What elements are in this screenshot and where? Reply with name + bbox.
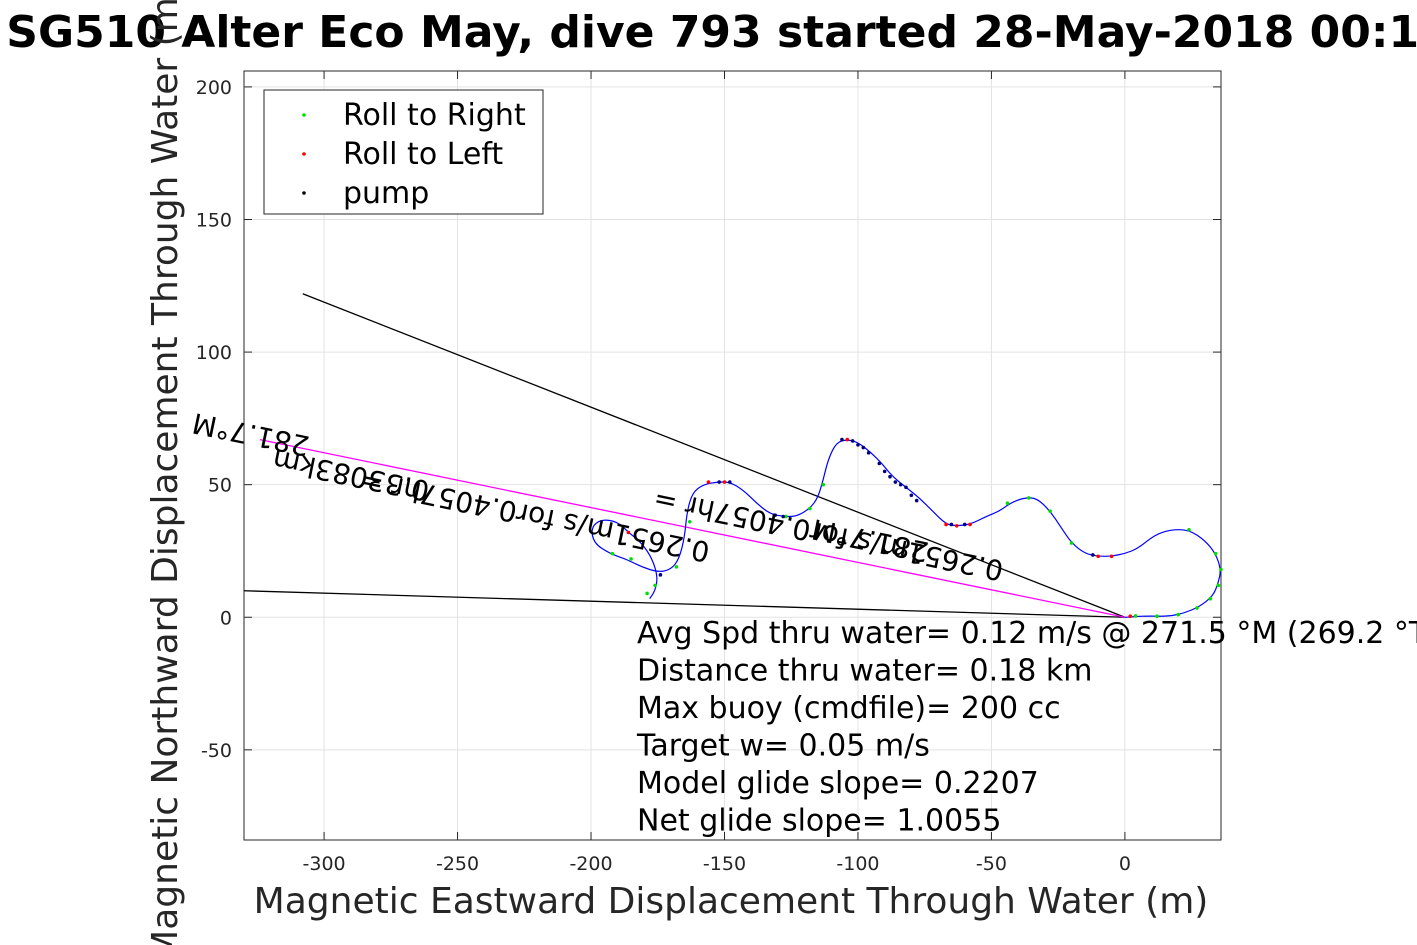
pump-marker bbox=[840, 437, 844, 442]
stats-annotation: Avg Spd thru water= 0.12 m/s @ 271.5 °M … bbox=[637, 616, 1417, 651]
roll-right-marker bbox=[687, 519, 692, 524]
roll-right-marker bbox=[645, 591, 649, 596]
pump-marker bbox=[949, 522, 954, 527]
pump-marker bbox=[861, 445, 866, 450]
pump-marker bbox=[962, 522, 967, 527]
roll-right-marker bbox=[1048, 509, 1052, 513]
roll-left-marker bbox=[968, 522, 972, 527]
pump-marker bbox=[888, 474, 892, 479]
roll-right-marker bbox=[1213, 551, 1218, 556]
roll-left-marker bbox=[954, 523, 959, 528]
roll-right-marker bbox=[1219, 567, 1223, 572]
legend-swatch bbox=[302, 191, 306, 195]
legend-box bbox=[263, 89, 544, 215]
stats-annotation: Net glide slope= 1.0055 bbox=[637, 804, 1001, 839]
roll-right-marker bbox=[1069, 541, 1074, 545]
guide-line bbox=[259, 438, 1126, 618]
roll-right-marker bbox=[1187, 527, 1191, 532]
pump-marker bbox=[728, 480, 732, 484]
roll-right-marker bbox=[1195, 606, 1199, 610]
y-tick-label: -50 bbox=[201, 740, 232, 762]
pump-marker bbox=[866, 451, 871, 455]
roll-left-marker bbox=[626, 530, 631, 535]
pump-marker bbox=[658, 573, 663, 577]
x-tick-label: -150 bbox=[703, 853, 746, 875]
roll-right-marker bbox=[1027, 496, 1031, 500]
roll-right-marker bbox=[808, 506, 812, 511]
x-tick-label: -250 bbox=[436, 853, 479, 875]
glider-track-path bbox=[591, 439, 1221, 618]
stats-annotation: Max buoy (cmdfile)= 200 cc bbox=[637, 691, 1061, 726]
guide-line bbox=[302, 293, 1126, 618]
pump-marker bbox=[893, 480, 898, 484]
roll-right-marker bbox=[1133, 614, 1138, 618]
roll-left-marker bbox=[944, 522, 948, 527]
legend-label: pump bbox=[343, 176, 429, 211]
roll-right-marker bbox=[610, 551, 615, 556]
pump-marker bbox=[773, 513, 778, 517]
roll-right-marker bbox=[1005, 501, 1010, 506]
x-tick-label: -200 bbox=[569, 853, 612, 875]
stats-annotation: Model glide slope= 0.2207 bbox=[637, 766, 1039, 801]
pump-marker bbox=[717, 480, 721, 484]
pump-marker bbox=[1091, 553, 1095, 557]
stats-annotation: Distance thru water= 0.18 km bbox=[637, 654, 1092, 689]
legend: Roll to Right Roll to Left pump bbox=[263, 89, 544, 215]
roll-right-marker bbox=[1155, 614, 1159, 618]
roll-left-marker bbox=[1096, 554, 1101, 559]
chart-title: SG510 Alter Eco May, dive 793 started 28… bbox=[6, 7, 1417, 58]
roll-left-marker bbox=[845, 437, 850, 442]
x-tick-label: -300 bbox=[303, 853, 346, 875]
y-tick-label: 100 bbox=[196, 342, 232, 364]
pump-marker bbox=[909, 493, 914, 498]
roll-right-marker bbox=[629, 557, 633, 561]
x-tick-label: -50 bbox=[976, 853, 1007, 875]
roll-left-marker bbox=[1128, 614, 1133, 618]
annotations: Avg Spd thru water= 0.12 m/s @ 271.5 °M … bbox=[636, 616, 1417, 839]
pump-marker bbox=[781, 514, 786, 519]
y-tick-label: 200 bbox=[196, 77, 232, 99]
markers bbox=[610, 437, 1223, 618]
guide-line bbox=[243, 590, 1125, 618]
x-tick-label: -100 bbox=[836, 853, 879, 875]
pump-marker bbox=[914, 498, 919, 503]
y-tick-label: 50 bbox=[208, 475, 232, 497]
roll-right-marker bbox=[821, 482, 826, 487]
pump-marker bbox=[898, 482, 903, 487]
stats-annotation: Target w= 0.05 m/s bbox=[636, 729, 930, 764]
roll-right-marker bbox=[1216, 583, 1221, 588]
pump-marker bbox=[856, 443, 860, 447]
x-tick-label: 0 bbox=[1119, 853, 1131, 875]
roll-right-marker bbox=[1176, 612, 1181, 617]
y-tick-label: 150 bbox=[196, 209, 232, 231]
roll-right-marker bbox=[674, 565, 679, 569]
roll-right-marker bbox=[784, 514, 788, 519]
guide-lines bbox=[243, 293, 1126, 618]
pump-marker bbox=[850, 439, 855, 443]
roll-left-marker bbox=[1109, 554, 1114, 559]
glider-track bbox=[591, 439, 1221, 618]
roll-right-marker bbox=[653, 583, 657, 588]
pump-marker bbox=[877, 461, 882, 466]
legend-label: Roll to Right bbox=[343, 98, 526, 133]
roll-right-marker bbox=[1208, 596, 1213, 601]
x-axis-label: Magnetic Eastward Displacement Through W… bbox=[254, 881, 1209, 922]
y-tick-label: 0 bbox=[220, 607, 232, 629]
legend-swatch bbox=[302, 152, 306, 156]
ticks: -300 -250 -200 -150 -100 -50 0 -50 0 50 100 150 200 bbox=[196, 71, 1221, 875]
roll-left-marker bbox=[722, 480, 727, 484]
grid bbox=[244, 71, 1221, 840]
y-axis-label: Magnetic Northward Displacement Through … bbox=[145, 0, 186, 945]
roll-left-marker bbox=[706, 480, 711, 484]
legend-swatch bbox=[302, 113, 306, 117]
pump-marker bbox=[904, 485, 908, 490]
legend-label: Roll to Left bbox=[343, 137, 503, 172]
pump-marker bbox=[882, 469, 887, 474]
